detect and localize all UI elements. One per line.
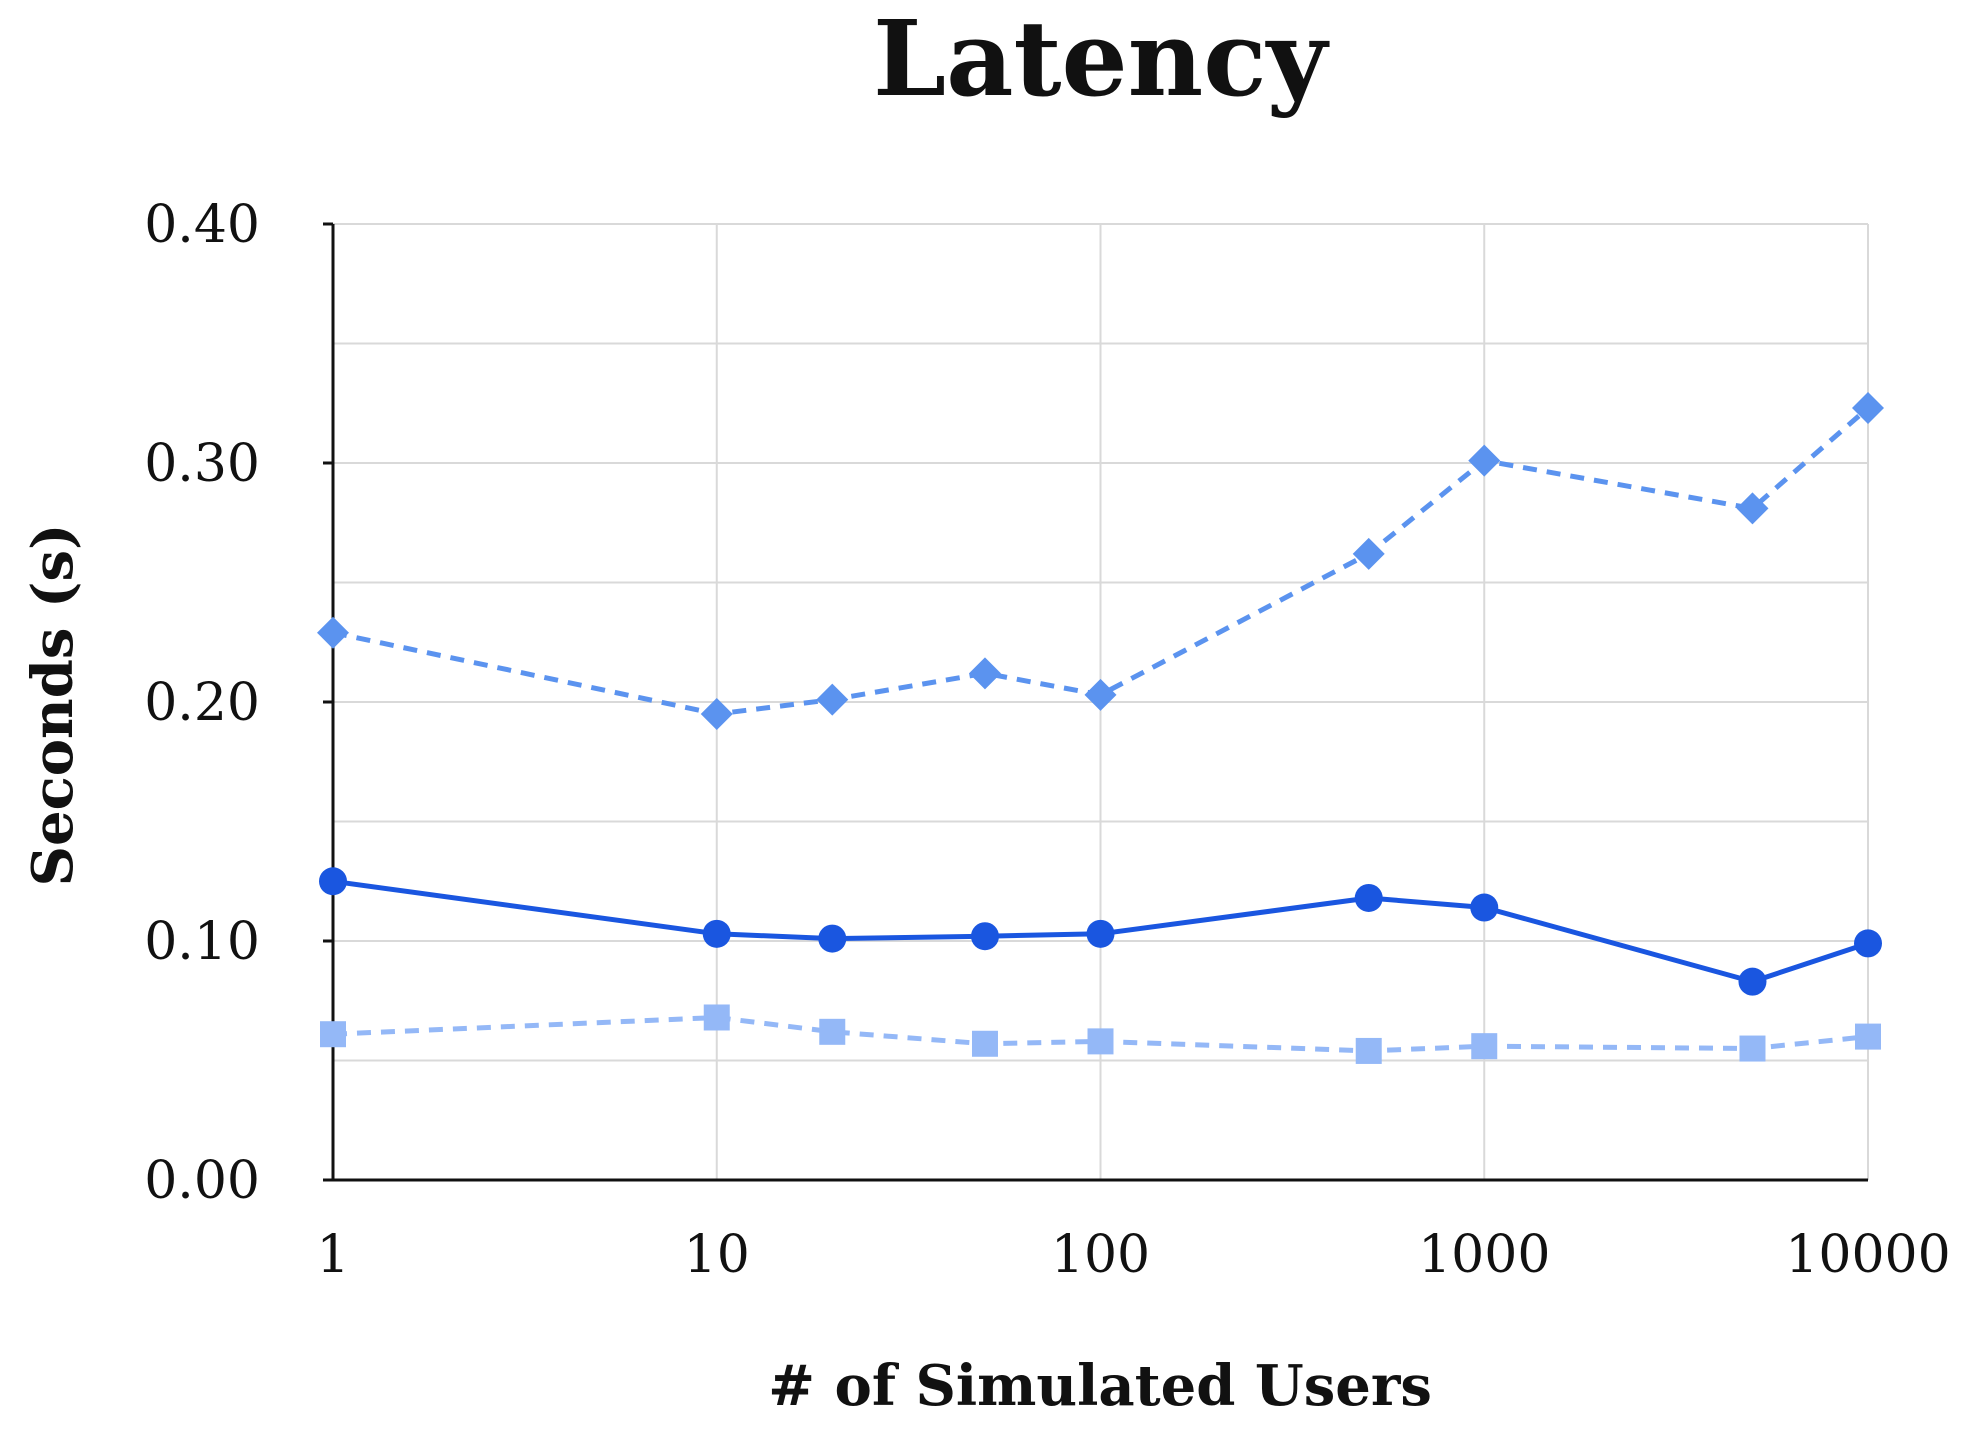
data-point-lower: [703, 1004, 730, 1031]
series-lower: [320, 1004, 1881, 1064]
data-point-mean: [1086, 919, 1115, 948]
x-tick-label: 1: [316, 1225, 349, 1285]
data-point-mean: [1854, 929, 1882, 958]
data-point-mean: [319, 867, 347, 896]
data-point-mean: [970, 922, 999, 951]
data-point-lower: [1087, 1028, 1114, 1055]
data-point-mean: [1738, 967, 1767, 996]
ticks-layer: 0.00 0.10 0.20 0.30 0.40 1 10 100 1000 10000: [144, 195, 1950, 1285]
data-point-lower: [1355, 1037, 1382, 1064]
data-point-lower: [819, 1018, 846, 1045]
data-point-mean: [1470, 893, 1499, 922]
data-point-upper: [1468, 444, 1501, 477]
data-point-mean: [1354, 883, 1383, 912]
series-layer: [317, 392, 1884, 1064]
data-point-upper: [968, 657, 1001, 690]
x-axis-title: # of Simulated Users: [768, 1353, 1432, 1419]
data-point-upper: [816, 683, 849, 716]
y-axis-title: Seconds (s): [20, 524, 86, 887]
x-tick-label: 1000: [1418, 1225, 1550, 1285]
data-point-upper: [1852, 392, 1884, 425]
data-point-lower: [1471, 1033, 1498, 1060]
data-point-upper: [700, 697, 733, 730]
chart-title: Latency: [873, 0, 1330, 120]
data-point-upper: [1084, 678, 1117, 711]
grid-layer: [333, 223, 1869, 1180]
data-point-mean: [818, 924, 847, 953]
data-point-lower: [1739, 1035, 1766, 1062]
data-point-mean: [702, 919, 731, 948]
y-tick-label: 0.10: [144, 912, 260, 972]
y-tick-label: 0.20: [144, 673, 260, 733]
x-tick-label: 10000: [1785, 1225, 1950, 1285]
data-point-lower: [320, 1021, 346, 1048]
data-point-upper: [317, 616, 349, 649]
x-tick-label: 10: [684, 1225, 750, 1285]
y-tick-label: 0.00: [144, 1151, 260, 1211]
y-tick-label: 0.40: [144, 195, 260, 255]
data-point-lower: [971, 1030, 998, 1057]
x-tick-label: 100: [1051, 1225, 1150, 1285]
y-tick-label: 0.30: [144, 434, 260, 494]
series-upper: [317, 392, 1884, 730]
data-point-lower: [1855, 1023, 1881, 1050]
series-mean: [319, 867, 1882, 996]
data-point-upper: [1352, 537, 1385, 570]
data-point-upper: [1736, 492, 1769, 525]
